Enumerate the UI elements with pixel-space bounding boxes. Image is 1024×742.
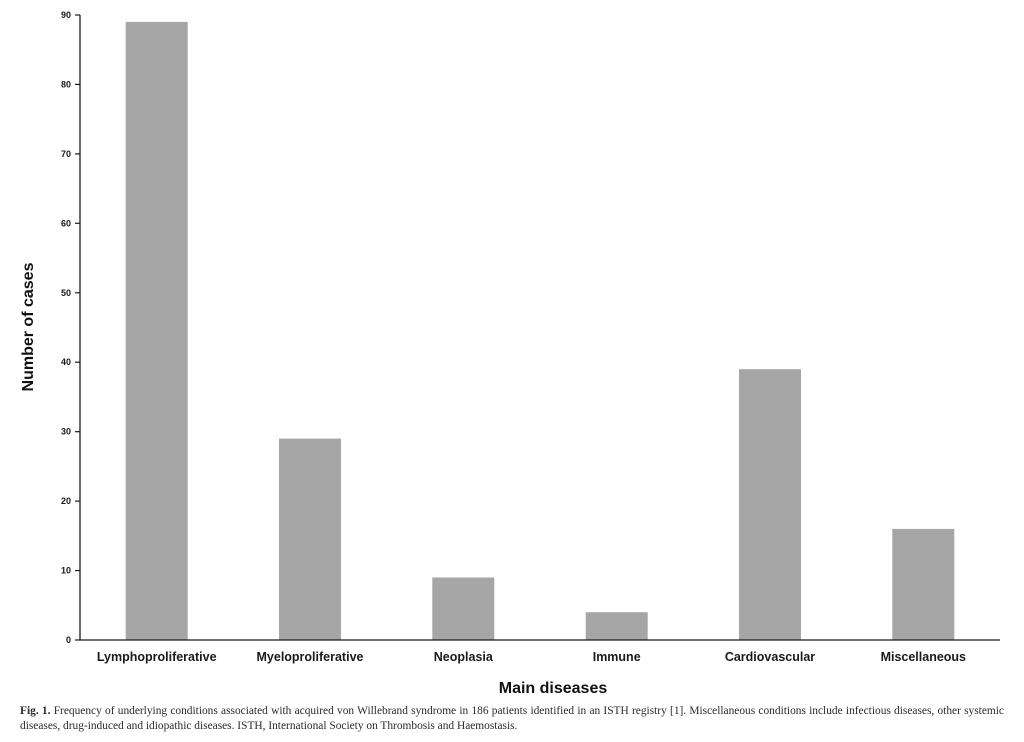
figure-caption: Fig. 1. Frequency of underlying conditio… — [20, 704, 1004, 734]
y-tick-label: 10 — [61, 566, 71, 576]
y-tick-label: 70 — [61, 149, 71, 159]
x-tick-label: Lymphoproliferative — [97, 650, 217, 664]
bar-lymphoproliferative — [125, 21, 188, 640]
bar-neoplasia — [432, 577, 495, 640]
x-axis: Lymphoproliferative Myeloproliferative Neo… — [80, 639, 1000, 664]
x-axis-title: Main diseases — [499, 680, 608, 697]
x-tick-label: Immune — [593, 650, 641, 664]
y-tick-label: 20 — [61, 496, 71, 506]
caption-label: Fig. 1. — [20, 705, 51, 717]
y-tick-label: 90 — [61, 10, 71, 20]
y-tick-label: 50 — [61, 288, 71, 298]
y-tick-label: 80 — [61, 79, 71, 89]
y-tick-label: 40 — [61, 357, 71, 367]
y-tick-label: 60 — [61, 218, 71, 228]
bar-immune — [585, 612, 648, 640]
bar-cardiovascular — [739, 369, 801, 640]
y-tick-label: 30 — [61, 427, 71, 437]
bar-miscellaneous — [892, 528, 955, 640]
x-tick-label: Cardiovascular — [725, 650, 815, 664]
x-tick-label: Miscellaneous — [881, 650, 966, 664]
x-tick-label: Myeloproliferative — [257, 650, 364, 664]
caption-text: Frequency of underlying conditions assoc… — [20, 705, 1004, 732]
bar-myeloproliferative — [279, 438, 341, 640]
y-axis: 0 10 20 30 40 50 60 70 80 90 — [61, 10, 81, 645]
x-tick-label: Neoplasia — [434, 650, 494, 664]
y-axis-title: Number of cases — [20, 262, 37, 391]
bar-chart: 0 10 20 30 40 50 60 70 80 90 Lymphoproliferative M… — [20, 10, 1000, 697]
bars-group — [125, 21, 955, 640]
y-tick-label: 0 — [66, 635, 71, 645]
